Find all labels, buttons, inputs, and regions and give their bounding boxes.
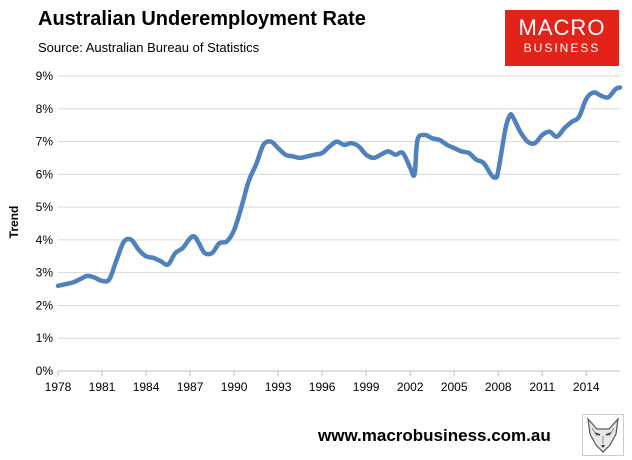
x-tick-label: 2008 <box>485 380 512 394</box>
x-tick-label: 1981 <box>89 380 116 394</box>
y-tick-label: 4% <box>36 233 54 247</box>
y-tick-label: 5% <box>36 200 54 214</box>
x-tick-label: 1996 <box>309 380 336 394</box>
x-tick-label: 1993 <box>265 380 292 394</box>
y-tick-label: 2% <box>36 298 54 312</box>
website-url: www.macrobusiness.com.au <box>318 426 551 445</box>
fox-logo-icon <box>582 414 624 456</box>
y-tick-label: 8% <box>36 102 54 116</box>
y-axis-ticks: 0% 1% 2% 3% 4% 5% 6% 7% 8% 9% <box>36 69 54 378</box>
logo-line-1: MACRO <box>518 15 606 40</box>
x-tick-label: 1999 <box>353 380 380 394</box>
y-tick-label: 3% <box>36 266 54 280</box>
y-axis-label: Trend <box>7 206 21 239</box>
chart-subtitle: Source: Australian Bureau of Statistics <box>38 40 260 55</box>
x-tick-label: 1990 <box>221 380 248 394</box>
macrobusiness-logo: MACRO BUSINESS <box>505 10 619 66</box>
x-tick-label: 2014 <box>573 380 600 394</box>
x-tick-label: 1984 <box>133 380 160 394</box>
x-tick-label: 2002 <box>397 380 424 394</box>
logo-line-2: BUSINESS <box>523 41 601 55</box>
x-tick-label: 2011 <box>529 380 555 394</box>
series-line <box>55 85 623 289</box>
y-tick-label: 7% <box>36 135 54 149</box>
y-tick-label: 9% <box>36 69 54 83</box>
x-tick-label: 2005 <box>441 380 468 394</box>
gridlines <box>58 75 620 339</box>
x-tick-label: 1987 <box>177 380 204 394</box>
y-tick-label: 0% <box>36 364 54 378</box>
y-tick-label: 1% <box>36 331 54 345</box>
x-axis-ticks: 1978 1981 1984 1987 1990 1993 1996 1999 2002 2005… <box>45 371 600 394</box>
x-tick-label: 1978 <box>45 380 72 394</box>
chart-title: Australian Underemployment Rate <box>38 8 366 30</box>
y-tick-label: 6% <box>36 167 54 181</box>
